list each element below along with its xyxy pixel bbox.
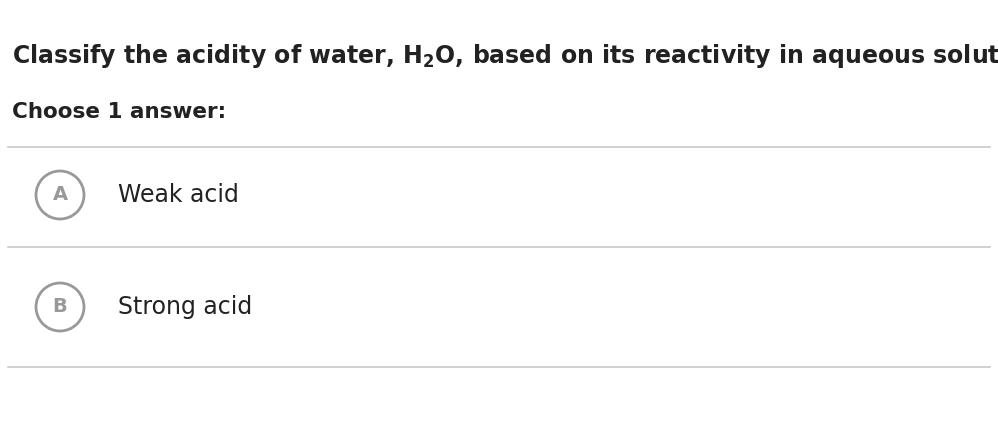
Text: Classify the acidity of water, $\mathbf{H_2O}$, based on its reactivity in aqueo: Classify the acidity of water, $\mathbf{…: [12, 42, 998, 70]
Text: Choose 1 answer:: Choose 1 answer:: [12, 102, 227, 122]
Text: A: A: [53, 185, 68, 204]
Text: Strong acid: Strong acid: [118, 295, 252, 319]
Text: B: B: [53, 298, 68, 317]
Text: Weak acid: Weak acid: [118, 183, 239, 207]
